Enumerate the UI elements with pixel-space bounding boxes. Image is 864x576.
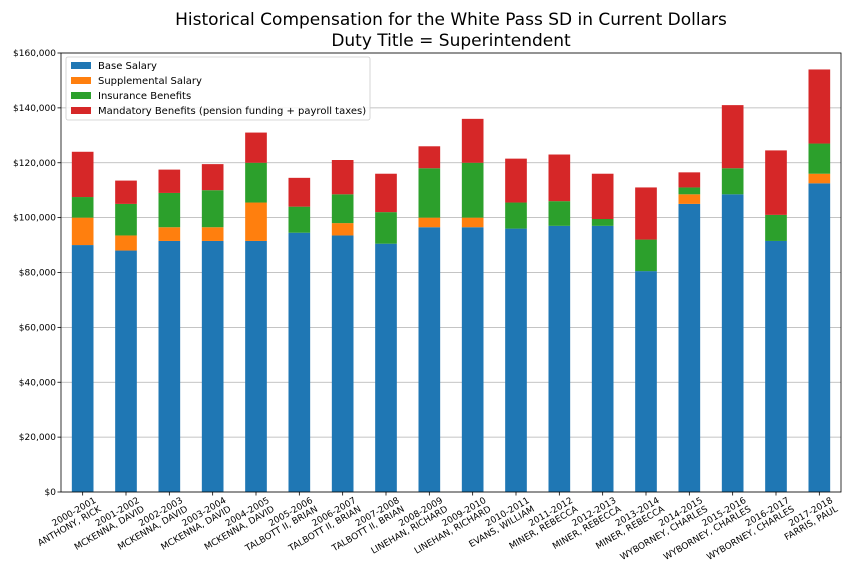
legend-swatch [71, 62, 91, 69]
legend-swatch [71, 92, 91, 99]
y-tick-label: $80,000 [19, 269, 56, 279]
bar-segment-1 [71, 245, 94, 492]
bar-segment-1 [635, 271, 657, 492]
bar-segment-3 [505, 202, 527, 229]
bar-segment-1 [721, 194, 744, 492]
bar-segment-3 [721, 168, 744, 195]
bar-segment-1 [505, 228, 527, 492]
bar-segment-3 [71, 197, 94, 218]
bar-segment-4 [765, 150, 787, 215]
bar-segment-2 [461, 217, 484, 228]
bar-segment-1 [461, 227, 484, 492]
bar-segment-1 [418, 227, 441, 492]
bar-segment-3 [115, 203, 137, 236]
bar-segment-1 [808, 183, 831, 492]
bar-segment-3 [158, 192, 181, 228]
y-tick-label: $0 [45, 488, 57, 498]
bar-segment-2 [331, 223, 354, 236]
chart-title-line-2: Duty Title = Superintendent [331, 31, 571, 51]
bar-segment-2 [71, 217, 94, 246]
bar-segment-2 [245, 202, 267, 241]
bar-segment-4 [678, 172, 701, 188]
bar-segment-4 [288, 177, 311, 207]
y-tick-label: $140,000 [13, 104, 56, 114]
bar-segment-1 [375, 243, 397, 492]
bar-segment-4 [331, 160, 354, 195]
bar-segment-3 [808, 143, 831, 174]
bar-segment-1 [591, 225, 614, 492]
y-tick-label: $60,000 [19, 323, 56, 333]
bar-segment-1 [548, 225, 571, 492]
legend-swatch [71, 107, 91, 114]
legend: Base Salary Supplemental Salary Insurance … [65, 56, 371, 121]
bar-segment-4 [505, 158, 527, 203]
bar-segment-3 [288, 206, 311, 233]
bar-segment-1 [201, 240, 224, 492]
bar-segment-3 [678, 187, 701, 195]
bar-segment-4 [158, 169, 181, 193]
legend-label: Mandatory Benefits (pension funding + pa… [98, 106, 366, 117]
bar-segment-2 [201, 227, 224, 241]
bar-segment-3 [461, 162, 484, 218]
y-tick-label: $20,000 [19, 433, 56, 443]
bar-segment-3 [635, 239, 657, 272]
bar-segment-3 [418, 168, 441, 218]
bar-segment-3 [548, 201, 571, 226]
bar-segment-1 [115, 250, 137, 492]
bar-segment-3 [331, 194, 354, 224]
y-axis: $0 $20,000 $40,000 $60,000 $80,000 $100,000 $1… [13, 49, 61, 498]
bar-segment-1 [331, 235, 354, 492]
bar-segment-2 [808, 173, 831, 184]
bar-segment-4 [461, 118, 484, 163]
bar-segment-2 [418, 217, 441, 228]
bar-segment-1 [765, 240, 787, 492]
bar-segment-3 [375, 212, 397, 244]
bar-segment-2 [678, 194, 701, 204]
chart-title-line-1: Historical Compensation for the White Pa… [175, 10, 727, 30]
y-tick-label: $40,000 [19, 378, 56, 388]
bar-segment-2 [158, 227, 181, 241]
bar-segment-3 [245, 162, 267, 203]
bar-segment-4 [245, 132, 267, 163]
bar-segment-4 [115, 180, 137, 204]
bar-segment-4 [418, 146, 441, 169]
bars [71, 69, 831, 492]
bar-segment-4 [808, 69, 831, 144]
bar-segment-1 [678, 203, 701, 492]
bar-segment-3 [765, 214, 787, 241]
legend-label: Supplemental Salary [98, 76, 202, 87]
bar-segment-4 [721, 105, 744, 169]
bar-segment-4 [375, 173, 397, 213]
legend-swatch [71, 77, 91, 84]
bar-segment-3 [591, 218, 614, 226]
legend-label: Base Salary [98, 61, 157, 72]
bar-segment-4 [201, 164, 224, 191]
bar-segment-2 [115, 235, 137, 251]
y-tick-label: $160,000 [13, 49, 56, 59]
bar-segment-3 [201, 190, 224, 228]
legend-box [65, 56, 371, 121]
bar-segment-1 [288, 232, 311, 492]
bar-segment-4 [548, 154, 571, 202]
bar-segment-4 [635, 187, 657, 240]
bar-segment-1 [245, 240, 267, 492]
y-tick-label: $100,000 [13, 214, 56, 224]
bar-segment-4 [71, 151, 94, 198]
bar-segment-1 [158, 240, 181, 492]
bar-segment-4 [591, 173, 614, 219]
y-tick-label: $120,000 [13, 159, 56, 169]
legend-label: Insurance Benefits [98, 91, 191, 102]
